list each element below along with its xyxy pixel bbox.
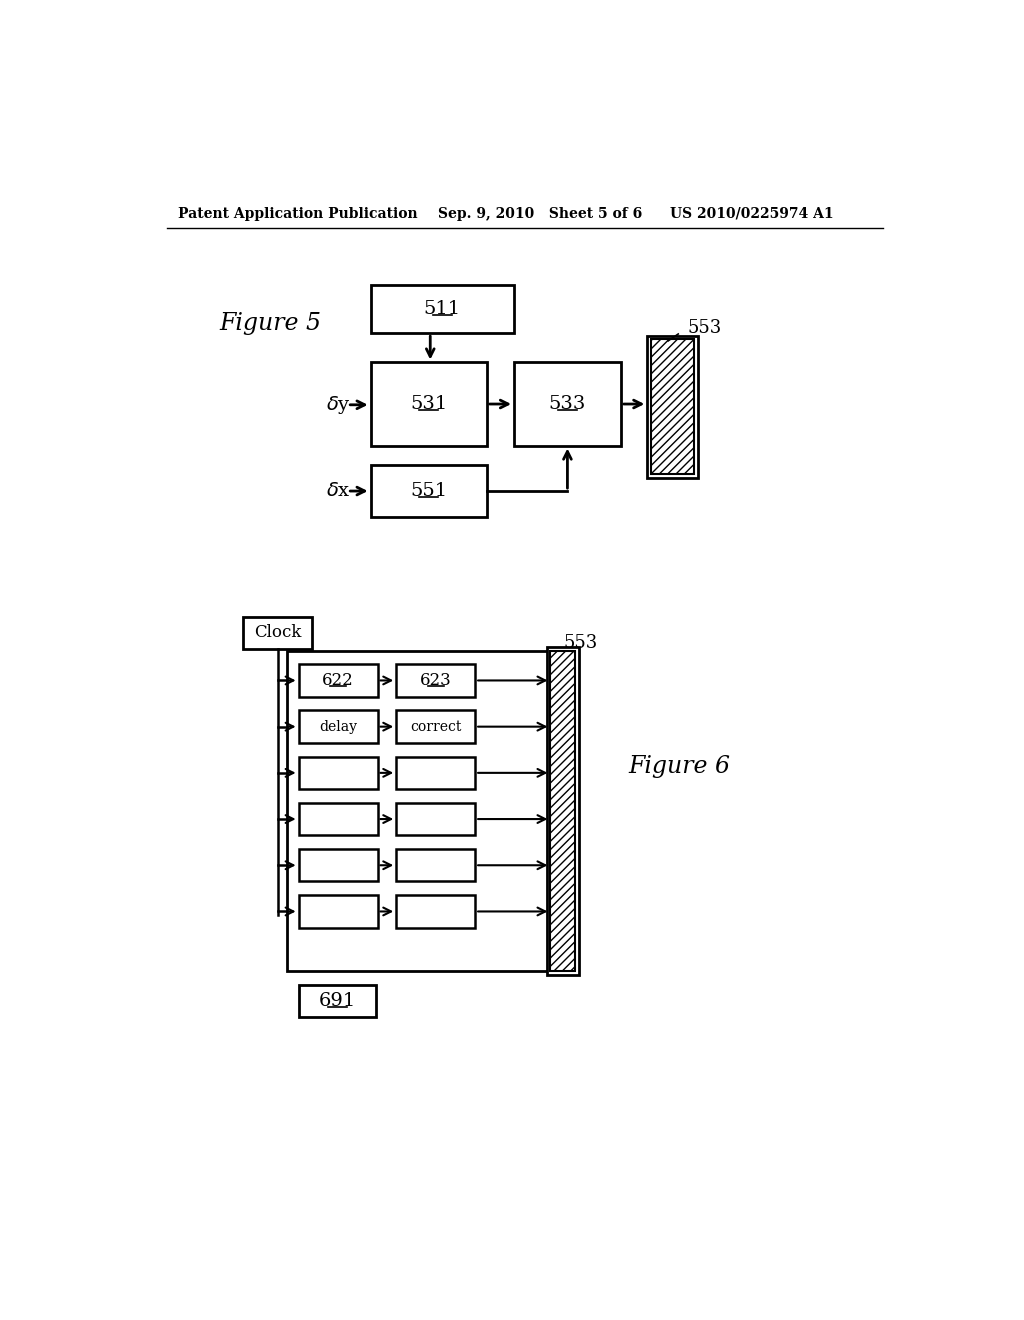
Bar bbox=[243, 616, 312, 649]
Bar bbox=[396, 895, 475, 928]
Text: $\delta$y: $\delta$y bbox=[326, 393, 350, 416]
Bar bbox=[299, 985, 376, 1016]
Bar bbox=[514, 363, 621, 446]
Text: Sep. 9, 2010   Sheet 5 of 6: Sep. 9, 2010 Sheet 5 of 6 bbox=[438, 207, 642, 220]
Text: Clock: Clock bbox=[254, 624, 301, 642]
Bar bbox=[299, 710, 378, 743]
Text: US 2010/0225974 A1: US 2010/0225974 A1 bbox=[671, 207, 835, 220]
Text: Figure 5: Figure 5 bbox=[219, 313, 322, 335]
Text: 531: 531 bbox=[410, 395, 447, 413]
Bar bbox=[299, 803, 378, 836]
Bar bbox=[299, 895, 378, 928]
Bar bbox=[396, 756, 475, 789]
Bar bbox=[550, 651, 575, 970]
Bar bbox=[396, 849, 475, 882]
Text: 511: 511 bbox=[424, 301, 461, 318]
Text: Figure 6: Figure 6 bbox=[628, 755, 730, 779]
Bar bbox=[647, 335, 697, 478]
Text: 691: 691 bbox=[318, 991, 356, 1010]
Bar bbox=[396, 710, 475, 743]
Bar bbox=[287, 651, 550, 970]
Bar bbox=[371, 465, 486, 517]
Bar bbox=[396, 664, 475, 697]
Bar bbox=[547, 647, 579, 974]
Text: delay: delay bbox=[319, 719, 357, 734]
Bar bbox=[299, 756, 378, 789]
Bar bbox=[299, 849, 378, 882]
Text: 551: 551 bbox=[411, 482, 447, 500]
Text: 553: 553 bbox=[687, 319, 722, 337]
Text: 622: 622 bbox=[323, 672, 354, 689]
Bar bbox=[651, 339, 693, 474]
Bar bbox=[396, 803, 475, 836]
Bar bbox=[299, 664, 378, 697]
Bar bbox=[371, 285, 514, 333]
Text: correct: correct bbox=[410, 719, 462, 734]
Text: Patent Application Publication: Patent Application Publication bbox=[178, 207, 418, 220]
Text: 623: 623 bbox=[420, 672, 452, 689]
Text: 553: 553 bbox=[563, 635, 598, 652]
Text: 533: 533 bbox=[549, 395, 586, 413]
Text: $\delta$x: $\delta$x bbox=[326, 482, 350, 500]
Bar bbox=[371, 363, 486, 446]
